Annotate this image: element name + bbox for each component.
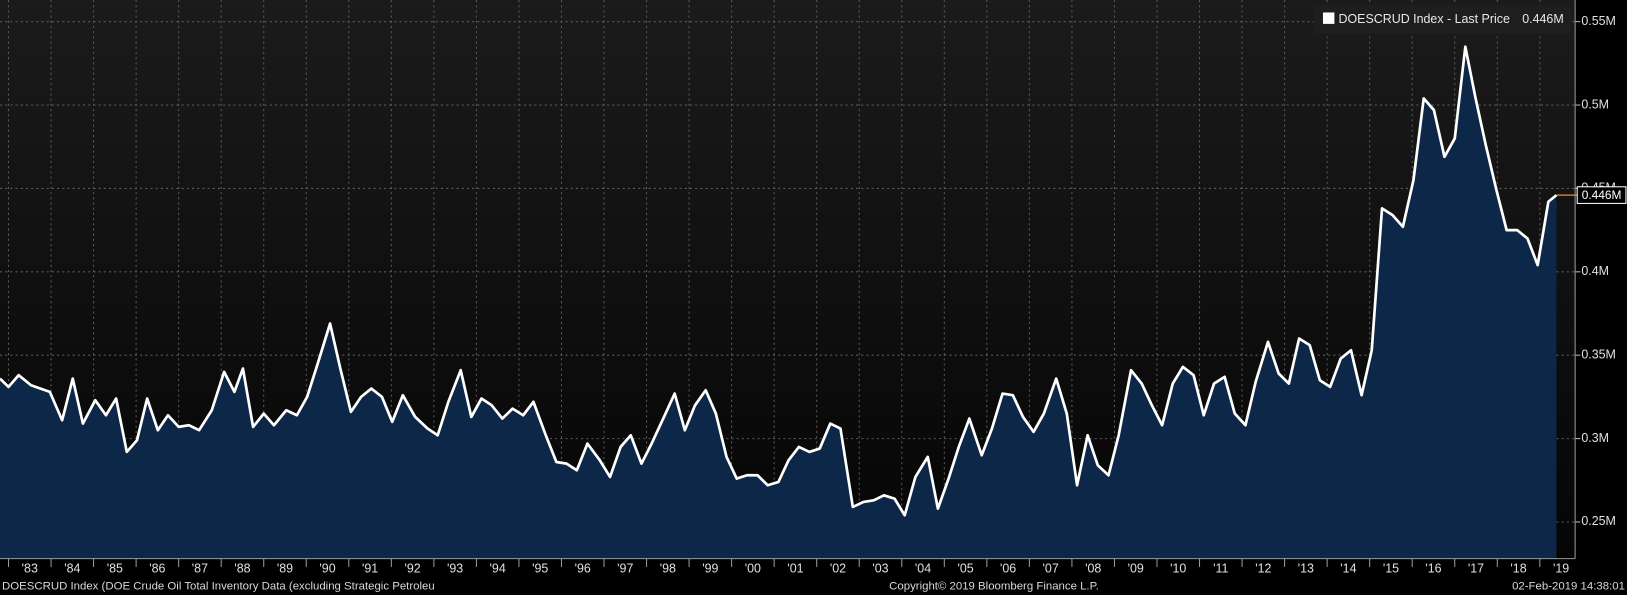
footer-source: DOESCRUD Index (DOE Crude Oil Total Inve… [2, 581, 435, 593]
x-tick-label: '01 [787, 561, 803, 575]
legend-last-price: 0.446M [1522, 12, 1563, 26]
marks [0, 45, 1558, 559]
legend: DOESCRUD Index - Last Price 0.446M [1313, 5, 1571, 35]
x-tick-label: '05 [957, 561, 973, 575]
x-tick-label: '87 [192, 561, 208, 575]
x-tick-label: '90 [319, 561, 335, 575]
x-tick-label: '18 [1510, 561, 1526, 575]
x-tick-label: '19 [1553, 561, 1569, 575]
x-tick-label: '94 [490, 561, 506, 575]
y-tick-label: 0.35M [1581, 347, 1616, 361]
legend-label: DOESCRUD Index - Last Price [1339, 12, 1510, 26]
x-tick-label: '98 [660, 561, 676, 575]
axes: '83 '84 '85 '86 '87 '88 '89 '90 '91 '92 '93 '94 '95 '… [0, 0, 1627, 575]
y-tick-label: 0.25M [1581, 514, 1616, 528]
y-tick-label: 0.5M [1581, 97, 1609, 111]
x-tick-label: '95 [532, 561, 548, 575]
footer-band [0, 579, 1627, 595]
x-tick-label: '15 [1383, 561, 1399, 575]
x-tick-label: '86 [149, 561, 165, 575]
x-tick-label: '03 [872, 561, 888, 575]
x-tick-label: '08 [1085, 561, 1101, 575]
y-tick-label: 0.3M [1581, 431, 1609, 445]
x-tick-label: '14 [1340, 561, 1356, 575]
x-tick-label: '04 [915, 561, 931, 575]
y-tick-label: 0.4M [1581, 264, 1609, 278]
x-tick-label: '92 [404, 561, 420, 575]
legend-swatch [1322, 12, 1335, 24]
x-tick-label: '13 [1298, 561, 1314, 575]
x-tick-label: '02 [830, 561, 846, 575]
x-tick-label: '91 [362, 561, 378, 575]
last-price-label: 0.446M [1582, 188, 1622, 202]
x-tick-label: '16 [1425, 561, 1441, 575]
x-tick-label: '11 [1213, 561, 1228, 575]
legend-box [1313, 5, 1571, 35]
x-tick-label: '93 [447, 561, 463, 575]
x-tick-label: '84 [64, 561, 80, 575]
x-tick-label: '07 [1043, 561, 1059, 575]
x-tick-label: '17 [1468, 561, 1484, 575]
x-tick-label: '10 [1170, 561, 1186, 575]
x-tick-label: '00 [745, 561, 761, 575]
x-tick-label: '88 [234, 561, 250, 575]
x-tick-label: '96 [575, 561, 591, 575]
x-tick-label: '85 [107, 561, 123, 575]
footer-copyright: Copyright© 2019 Bloomberg Finance L.P. [889, 581, 1099, 593]
x-axis-band [0, 558, 1627, 580]
line [0, 45, 1558, 517]
y-tick-label: 0.55M [1581, 14, 1616, 28]
x-tick-label: '89 [277, 561, 293, 575]
last-price-box [1576, 186, 1627, 204]
area-fill [0, 46, 1557, 559]
x-tick-label: '83 [22, 561, 38, 575]
x-tick-label: '99 [702, 561, 718, 575]
footer-timestamp: 02-Feb-2019 14:38:01 [1512, 581, 1625, 593]
x-tick-label: '97 [617, 561, 633, 575]
x-tick-label: '06 [1000, 561, 1016, 575]
x-tick-label: '12 [1255, 561, 1271, 575]
x-tick-label: '09 [1128, 561, 1144, 575]
